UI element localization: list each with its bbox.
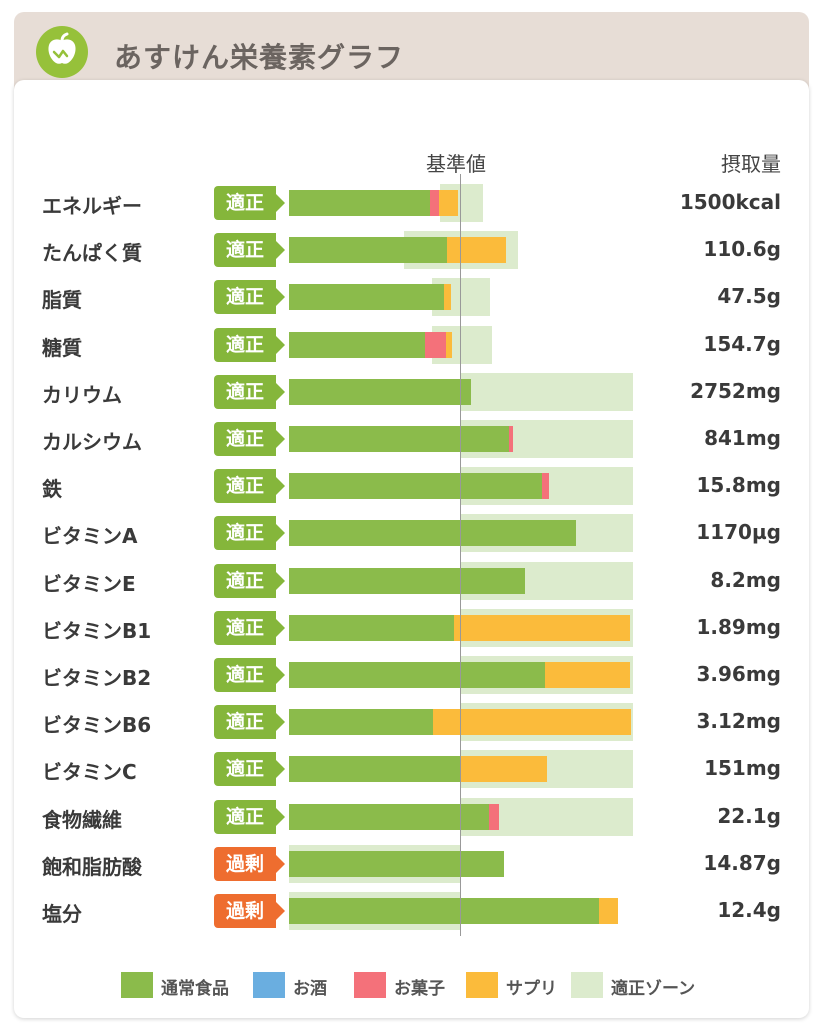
intake-header: 摂取量 bbox=[721, 152, 781, 176]
bar-supplement bbox=[598, 898, 618, 924]
nutrient-label: ビタミンB1 bbox=[42, 618, 152, 643]
status-badge: 適正 bbox=[214, 280, 285, 315]
status-badge: 適正 bbox=[214, 233, 285, 268]
nutrient-label: 飽和脂肪酸 bbox=[42, 854, 142, 879]
intake-value: 14.87g bbox=[703, 850, 781, 875]
status-badge: 適正 bbox=[214, 563, 285, 598]
status-badge: 適正 bbox=[214, 752, 285, 787]
legend-label: サプリ bbox=[506, 979, 557, 999]
bar-normal-food bbox=[289, 898, 599, 924]
bar-normal-food bbox=[289, 614, 455, 641]
bar-normal-food bbox=[289, 426, 510, 452]
bar-normal-food bbox=[289, 850, 504, 877]
bar-normal-food bbox=[289, 473, 542, 500]
intake-value: 1.89mg bbox=[696, 614, 781, 639]
bar-supplement bbox=[447, 237, 506, 264]
nutrient-label: カルシウム bbox=[42, 430, 142, 454]
status-badge: 適正 bbox=[214, 327, 285, 362]
nutrient-label: 鉄 bbox=[42, 477, 62, 502]
apple-icon bbox=[36, 26, 88, 78]
intake-value: 12.4g bbox=[717, 898, 781, 922]
bar-supplement bbox=[545, 662, 630, 688]
legend-swatch bbox=[121, 972, 153, 998]
bar-sweets bbox=[488, 803, 499, 830]
nutrient-label: ビタミンC bbox=[42, 760, 137, 785]
bar-normal-food bbox=[289, 756, 461, 783]
status-badge: 適正 bbox=[214, 516, 285, 551]
nutrient-label: ビタミンB6 bbox=[42, 713, 152, 738]
bar-supplement bbox=[443, 284, 451, 311]
nutrient-label: ビタミンE bbox=[42, 571, 136, 596]
bar-normal-food bbox=[289, 378, 472, 405]
status-badge: 適正 bbox=[214, 469, 285, 504]
optimal-zone bbox=[461, 372, 633, 411]
bar-normal-food bbox=[289, 284, 444, 311]
status-badge: 適正 bbox=[214, 658, 285, 692]
bar-normal-food bbox=[289, 190, 431, 216]
nutrient-label: 食物繊維 bbox=[42, 807, 122, 832]
intake-value: 47.5g bbox=[717, 284, 781, 309]
status-badge: 過剰 bbox=[214, 846, 285, 881]
bar-normal-food bbox=[289, 803, 489, 830]
status-badge: 適正 bbox=[214, 186, 285, 220]
intake-value: 1170µg bbox=[696, 520, 781, 545]
bar-sweets bbox=[424, 331, 446, 358]
nutrient-label: エネルギー bbox=[42, 194, 142, 218]
nutrient-label: 脂質 bbox=[42, 288, 82, 313]
intake-value: 841mg bbox=[704, 426, 781, 450]
intake-value: 154.7g bbox=[703, 331, 781, 356]
intake-value: 2752mg bbox=[690, 378, 781, 403]
reference-line bbox=[460, 174, 461, 936]
legend-swatch bbox=[571, 972, 603, 998]
intake-value: 1500kcal bbox=[679, 190, 781, 214]
legend-label: 通常食品 bbox=[161, 979, 229, 999]
bar-supplement bbox=[438, 190, 458, 216]
bar-supplement bbox=[454, 614, 630, 641]
legend-label: お酒 bbox=[293, 979, 327, 999]
nutrient-label: たんぱく質 bbox=[42, 241, 142, 266]
status-badge: 適正 bbox=[214, 799, 285, 834]
intake-value: 110.6g bbox=[703, 237, 781, 262]
bar-sweets bbox=[509, 426, 513, 452]
nutrient-label: 塩分 bbox=[42, 902, 82, 926]
intake-value: 3.96mg bbox=[696, 662, 781, 686]
bar-normal-food bbox=[289, 237, 448, 264]
bar-sweets bbox=[430, 190, 439, 216]
nutrient-label: ビタミンB2 bbox=[42, 666, 152, 690]
legend-label: お菓子 bbox=[394, 979, 445, 999]
bar-sweets bbox=[541, 473, 549, 500]
reference-header: 基準値 bbox=[426, 152, 486, 176]
bar-normal-food bbox=[289, 331, 425, 358]
nutrient-label: カリウム bbox=[42, 382, 122, 407]
bar-normal-food bbox=[289, 662, 546, 688]
bar-normal-food bbox=[289, 567, 525, 594]
bar-normal-food bbox=[289, 520, 577, 547]
status-badge: 適正 bbox=[214, 374, 285, 409]
intake-value: 8.2mg bbox=[710, 567, 781, 592]
intake-value: 151mg bbox=[704, 756, 781, 781]
nutrient-label: 糖質 bbox=[42, 335, 82, 360]
intake-value: 3.12mg bbox=[696, 709, 781, 734]
nutrient-label: ビタミンA bbox=[42, 524, 138, 549]
bar-supplement bbox=[461, 756, 547, 783]
bar-supplement bbox=[445, 331, 453, 358]
bar-supplement bbox=[433, 709, 632, 736]
status-badge: 過剰 bbox=[214, 894, 285, 928]
legend-swatch bbox=[354, 972, 386, 998]
legend-swatch bbox=[253, 972, 285, 998]
legend-swatch bbox=[466, 972, 498, 998]
intake-value: 15.8mg bbox=[696, 473, 781, 498]
status-badge: 適正 bbox=[214, 422, 285, 456]
status-badge: 適正 bbox=[214, 610, 285, 645]
legend-label: 適正ゾーン bbox=[611, 979, 696, 999]
status-badge: 適正 bbox=[214, 705, 285, 740]
intake-value: 22.1g bbox=[717, 803, 781, 828]
bar-normal-food bbox=[289, 709, 434, 736]
app-title: あすけん栄養素グラフ bbox=[114, 41, 405, 74]
